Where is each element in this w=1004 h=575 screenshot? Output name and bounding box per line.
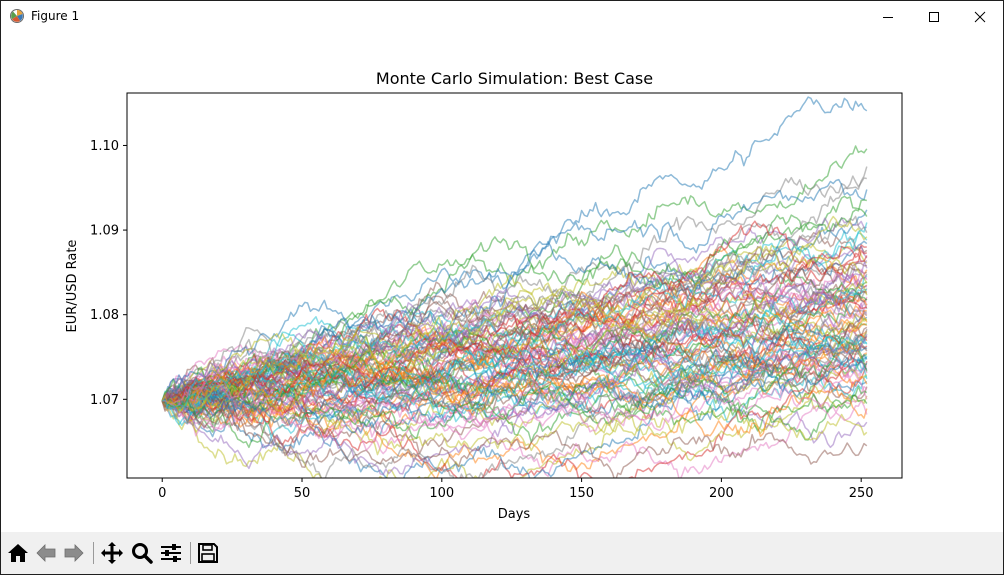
simulation-path-line bbox=[161, 338, 868, 476]
home-icon bbox=[8, 544, 28, 562]
pan-button[interactable] bbox=[99, 540, 125, 566]
simulation-path-line bbox=[161, 335, 868, 412]
y-tick-label: 1.10 bbox=[90, 139, 119, 154]
simulation-path-line bbox=[162, 310, 867, 410]
x-tick-label: 250 bbox=[849, 486, 874, 501]
simulation-path-line bbox=[161, 215, 868, 417]
minimize-icon bbox=[883, 16, 893, 18]
simulation-path-line bbox=[161, 359, 868, 432]
simulation-path-line bbox=[161, 291, 868, 455]
minimize-button[interactable] bbox=[865, 1, 911, 32]
simulation-path-line bbox=[161, 299, 868, 407]
simulation-path-line bbox=[161, 259, 868, 404]
y-tick-label: 1.08 bbox=[90, 308, 119, 323]
maximize-button[interactable] bbox=[911, 1, 957, 32]
x-axis-label: Days bbox=[498, 507, 531, 522]
close-icon bbox=[974, 11, 986, 22]
y-tick-label: 1.09 bbox=[90, 224, 119, 239]
x-tick-label: 0 bbox=[158, 486, 166, 501]
simulation-path-line bbox=[162, 215, 868, 404]
zoom-button[interactable] bbox=[129, 540, 155, 566]
simulation-path-line bbox=[161, 334, 868, 429]
simulation-path-line bbox=[161, 364, 868, 438]
chart-title: Monte Carlo Simulation: Best Case bbox=[376, 69, 653, 88]
x-tick-label: 150 bbox=[569, 486, 594, 501]
simulation-path-line bbox=[161, 322, 868, 478]
simulation-path-line bbox=[162, 376, 868, 455]
x-axis: 0 50 100 150 200 250 bbox=[158, 478, 874, 501]
pan-icon bbox=[101, 542, 123, 564]
simulation-path-line bbox=[161, 240, 868, 402]
navigation-toolbar bbox=[1, 532, 1003, 574]
save-icon bbox=[198, 543, 218, 563]
configure-subplots-button[interactable] bbox=[158, 540, 184, 566]
simulation-path-line bbox=[161, 375, 868, 462]
simulation-path-line bbox=[161, 357, 868, 443]
simulation-path-line bbox=[161, 245, 868, 413]
monte-carlo-chart: Monte Carlo Simulation: Best Case 0 50 100… bbox=[65, 69, 903, 522]
series-lines bbox=[161, 96, 868, 478]
x-tick-label: 50 bbox=[294, 486, 311, 501]
simulation-path-line bbox=[162, 358, 868, 449]
y-axis: 1.07 1.08 1.09 1.10 bbox=[90, 139, 127, 408]
title-bar[interactable]: Figure 1 bbox=[1, 1, 1003, 32]
figure-canvas[interactable]: Monte Carlo Simulation: Best Case 0 50 100… bbox=[1, 33, 1003, 532]
axes-frame bbox=[126, 92, 903, 479]
simulation-path-line bbox=[161, 275, 868, 413]
x-tick-label: 100 bbox=[429, 486, 454, 501]
simulation-path-line bbox=[161, 245, 868, 404]
simulation-path-line bbox=[161, 392, 868, 478]
simulation-path-line bbox=[162, 302, 867, 416]
matplotlib-logo-icon bbox=[10, 9, 24, 23]
zoom-icon bbox=[132, 543, 153, 564]
home-button[interactable] bbox=[5, 540, 31, 566]
close-button[interactable] bbox=[957, 1, 1003, 32]
back-icon bbox=[36, 544, 56, 562]
simulation-path-line bbox=[161, 340, 868, 416]
simulation-path-line bbox=[161, 334, 868, 423]
simulation-path-line bbox=[161, 199, 867, 402]
x-tick-label: 200 bbox=[709, 486, 734, 501]
toolbar-separator bbox=[190, 542, 191, 564]
configure-subplots-icon bbox=[161, 544, 181, 562]
maximize-icon bbox=[929, 11, 939, 22]
back-button[interactable] bbox=[33, 540, 59, 566]
save-button[interactable] bbox=[195, 540, 221, 566]
window-title: Figure 1 bbox=[31, 9, 80, 23]
simulation-path-line bbox=[161, 222, 868, 426]
forward-button[interactable] bbox=[61, 540, 87, 566]
forward-icon bbox=[64, 544, 84, 562]
simulation-path-line bbox=[161, 336, 868, 449]
y-tick-label: 1.07 bbox=[90, 393, 119, 408]
y-axis-label: EUR/USD Rate bbox=[65, 240, 80, 333]
toolbar-separator bbox=[93, 542, 94, 564]
